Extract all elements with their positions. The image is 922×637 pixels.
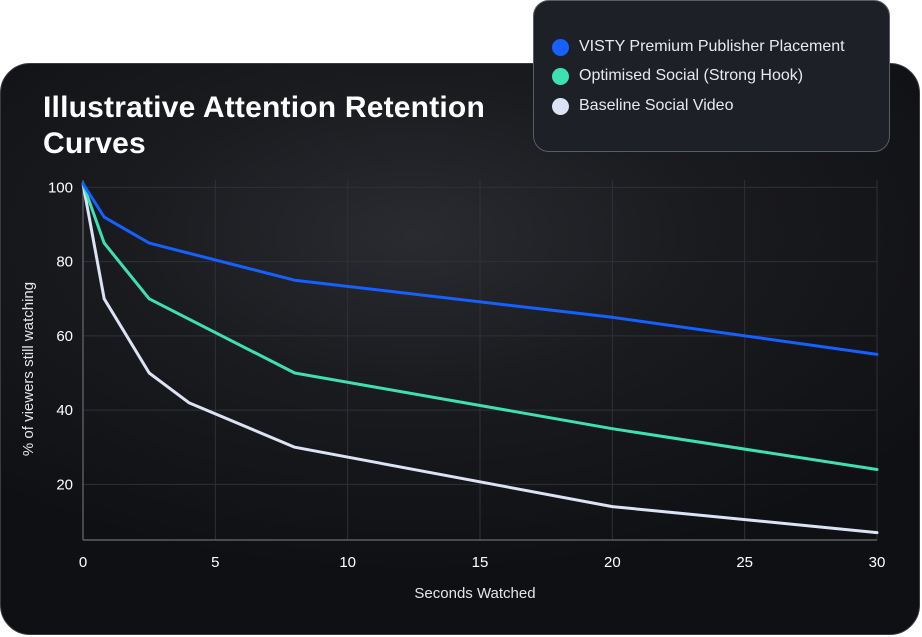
legend-dot-optimised — [552, 67, 569, 85]
legend-item-optimised: Optimised Social (Strong Hook) — [552, 67, 803, 85]
axes — [82, 180, 877, 541]
series-lines — [81, 182, 879, 535]
legend-label-visty: VISTY Premium Publisher Placement — [579, 38, 845, 55]
y-tick-label: 80 — [56, 254, 73, 271]
x-tick-label: 0 — [79, 554, 87, 571]
legend: VISTY Premium Publisher Placement Optimi… — [533, 0, 890, 152]
legend-item-baseline: Baseline Social Video — [552, 97, 733, 115]
x-tick-label: 30 — [869, 554, 886, 571]
legend-dot-visty — [552, 38, 569, 56]
x-tick-label: 20 — [604, 554, 621, 571]
grid-lines — [82, 180, 878, 540]
x-tick-label: 5 — [211, 554, 219, 571]
y-tick-label: 60 — [56, 328, 73, 345]
y-tick-label: 40 — [56, 402, 73, 419]
series-line-visty — [81, 182, 879, 356]
series-line-baseline — [81, 182, 879, 535]
x-tick-labels: 0 5 10 15 20 25 30 — [79, 554, 886, 571]
chart-title: Illustrative Attention Retention Curves — [43, 91, 485, 160]
legend-label-baseline: Baseline Social Video — [579, 97, 734, 114]
y-tick-labels: 20 40 60 80 100 — [48, 179, 73, 493]
legend-label-optimised: Optimised Social (Strong Hook) — [579, 67, 804, 84]
legend-dot-baseline — [552, 97, 569, 115]
x-tick-label: 15 — [472, 554, 489, 571]
series-line-optimised — [81, 182, 879, 471]
x-tick-label: 10 — [339, 554, 356, 571]
x-axis-label: Seconds Watched — [414, 585, 535, 602]
y-tick-label: 20 — [56, 476, 73, 493]
x-tick-label: 25 — [736, 554, 753, 571]
y-tick-label: 100 — [48, 179, 73, 196]
y-axis-label: % of viewers still watching — [20, 282, 37, 456]
legend-item-visty: VISTY Premium Publisher Placement — [552, 38, 845, 56]
